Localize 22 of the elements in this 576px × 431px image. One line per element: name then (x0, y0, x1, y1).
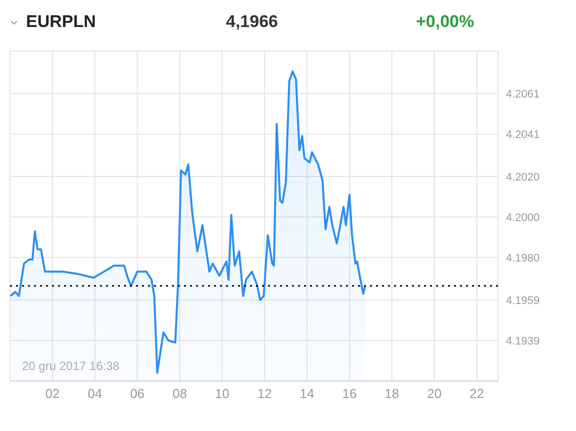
x-tick-label: 02 (45, 386, 60, 402)
y-tick-label: 4.1980 (506, 252, 540, 264)
x-tick-label: 18 (384, 386, 400, 402)
x-tick-label: 10 (214, 386, 230, 402)
y-tick-label: 4.2041 (506, 128, 540, 141)
y-tick-label: 4.2020 (506, 171, 540, 184)
y-tick-label: 4.1939 (506, 335, 540, 348)
x-tick-label: 20 (427, 386, 442, 402)
annotation: 20 gru 2017 16:38 (22, 359, 120, 373)
x-tick-label: 04 (88, 386, 102, 402)
y-tick-label: 4.2000 (506, 212, 540, 224)
text: +0,00% (416, 12, 474, 32)
x-tick-label: 22 (470, 386, 484, 402)
x-tick-label: 16 (342, 386, 357, 402)
y-tick-label: 4.1959 (506, 294, 540, 307)
x-tick-label: 12 (257, 386, 272, 402)
x-tick-label: 06 (130, 386, 145, 402)
chart-title: EURPLN (26, 12, 97, 32)
x-tick-label: 08 (172, 386, 187, 402)
text: 4,1966 (226, 12, 279, 32)
y-tick-label: 4.2061 (506, 88, 540, 100)
x-tick-label: 14 (300, 386, 314, 402)
